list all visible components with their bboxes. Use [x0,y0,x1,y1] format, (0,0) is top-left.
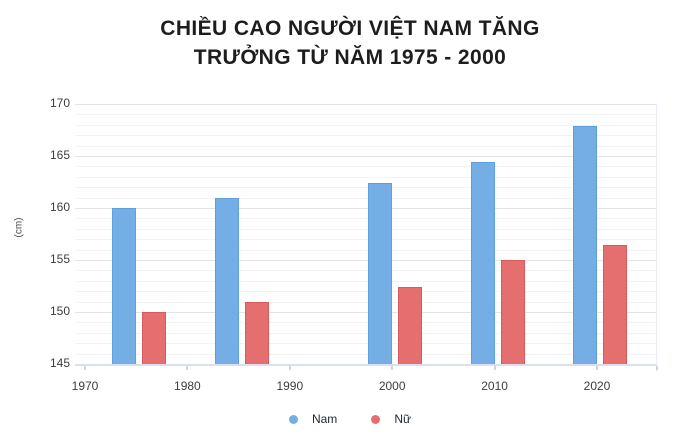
bar-nam-2020[interactable] [573,125,597,364]
x-axis-tick [391,366,394,370]
bar-nu-1975[interactable] [142,312,167,364]
gridline [75,176,656,178]
chart-title-line2: TRƯỞNG TỪ NĂM 1975 - 2000 [193,46,507,69]
bar-nu-1985[interactable] [244,301,269,364]
legend-label: Nữ [394,412,412,426]
chart-title: CHIỀU CAO NGƯỜI VIỆT NAM TĂNG TRƯỞNG TỪ … [0,14,700,72]
legend-dot-icon [288,414,298,424]
x-axis-tick [186,366,189,370]
gridline [75,291,656,293]
x-axis-tick [596,366,598,370]
gridline [75,187,656,189]
gridline [75,166,656,168]
bar-nam-1975[interactable] [112,208,137,364]
x-axis-tick-label: 2020 [583,379,611,393]
gridline [75,135,656,137]
gridline [75,332,656,334]
x-axis-tick [493,366,496,370]
x-axis-tick [288,366,291,370]
gridline [75,104,656,105]
bar-nu-2000[interactable] [398,287,423,364]
chart-title-line1: CHIỀU CAO NGƯỜI VIỆT NAM TĂNG [160,17,540,40]
x-axis-tick-label: 1990 [276,379,304,393]
y-axis-tick-label: 155 [49,252,70,267]
gridline [75,218,656,220]
gridline [75,124,656,126]
gridline [75,114,656,116]
y-axis-tick-label: 145 [49,356,70,371]
x-axis-tick-label: 2000 [378,379,406,393]
gridline [75,249,656,251]
x-axis-tick-label: 1980 [174,379,201,393]
legend-label: Nam [311,412,338,426]
y-axis-tick-label: 165 [49,148,70,163]
bar-nam-1985[interactable] [214,197,239,364]
legend-dot-icon [371,414,381,424]
y-axis-tick-label: 170 [49,96,70,111]
x-axis-tick [84,366,86,370]
gridline [75,145,656,147]
gridline [75,280,656,282]
x-axis-tick-label: 1970 [71,379,99,393]
gridline [75,208,656,209]
y-axis-tick-label: 160 [49,200,70,215]
gridline [75,322,656,324]
gridline [75,301,656,303]
bar-nu-2010[interactable] [500,260,525,364]
gridline [75,239,656,241]
x-axis-line [75,364,657,366]
bar-nu-2020[interactable] [603,245,627,364]
bar-nam-2010[interactable] [470,162,495,364]
legend-item-nu[interactable]: Nữ [371,412,411,426]
bar-nam-2000[interactable] [368,183,393,364]
x-axis-edge-tick [656,366,658,370]
gridline [75,270,656,272]
gridline [75,260,656,261]
plot-right-border [656,104,657,372]
legend-item-nam[interactable]: Nam [288,412,338,426]
gridline [75,228,656,230]
gridline [75,312,656,313]
x-axis-tick-label: 2010 [481,379,508,393]
legend: Nam Nữ [0,412,700,426]
gridline [75,353,656,355]
gridline [75,197,656,199]
y-axis-tick-label: 150 [49,304,70,319]
gridline [75,343,656,345]
gridline [75,156,656,157]
